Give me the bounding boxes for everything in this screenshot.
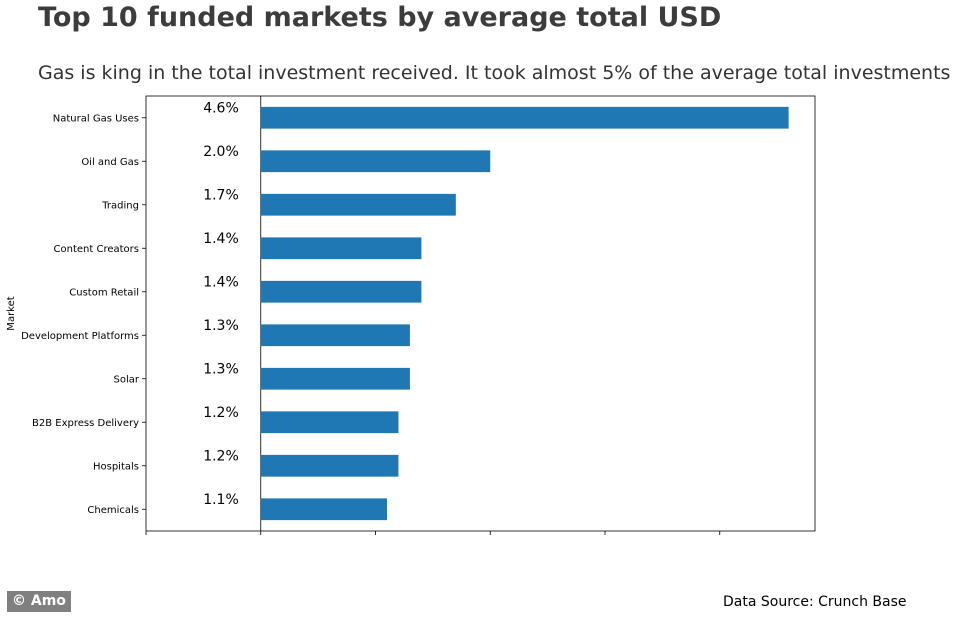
- category-label: B2B Express Delivery: [32, 418, 139, 429]
- chart-subtitle: Gas is king in the total investment rece…: [38, 62, 951, 84]
- data-label: 1.7%: [203, 187, 239, 203]
- bar: [260, 150, 491, 173]
- data-label: 1.2%: [203, 448, 239, 464]
- category-label: Content Creators: [54, 244, 139, 255]
- category-label: Natural Gas Uses: [53, 113, 139, 124]
- bar: [260, 106, 789, 129]
- category-label: Trading: [101, 200, 139, 211]
- credit-badge: © Amo: [7, 591, 71, 612]
- category-label: Oil and Gas: [81, 157, 139, 168]
- bar: [260, 411, 399, 434]
- data-label: 1.4%: [203, 274, 239, 290]
- data-label: 1.2%: [203, 405, 239, 421]
- data-label: 4.6%: [203, 100, 239, 116]
- bar: [260, 324, 410, 347]
- plot-frame: [145, 95, 816, 532]
- data-label: 1.3%: [203, 318, 239, 334]
- chart-title: Top 10 funded markets by average total U…: [38, 2, 722, 33]
- y-axis-label: Market: [6, 296, 17, 330]
- category-label: Solar: [114, 374, 140, 385]
- bar: [260, 280, 422, 303]
- data-label: 1.3%: [203, 361, 239, 377]
- category-label: Custom Retail: [69, 287, 139, 298]
- category-label: Development Platforms: [21, 331, 139, 342]
- category-label: Hospitals: [93, 461, 139, 472]
- bar: [260, 367, 410, 390]
- data-label: 1.4%: [203, 231, 239, 247]
- bar: [260, 193, 456, 216]
- bar: [260, 454, 399, 477]
- bar: [260, 237, 422, 260]
- data-label: 2.0%: [203, 144, 239, 160]
- data-source: Data Source: Crunch Base: [723, 594, 907, 610]
- data-label: 1.1%: [203, 492, 239, 508]
- category-label: Chemicals: [87, 505, 139, 516]
- bar: [260, 498, 387, 521]
